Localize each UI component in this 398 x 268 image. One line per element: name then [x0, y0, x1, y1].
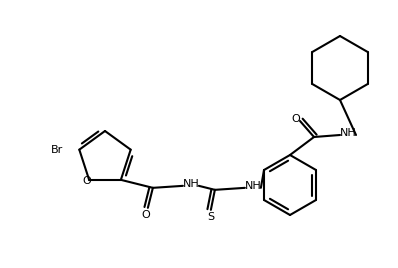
Text: O: O — [142, 210, 150, 220]
Text: O: O — [292, 114, 300, 124]
Text: O: O — [83, 176, 92, 186]
Text: NH: NH — [244, 181, 261, 191]
Text: NH: NH — [339, 128, 356, 138]
Text: S: S — [207, 212, 215, 222]
Text: NH: NH — [183, 179, 199, 189]
Text: Br: Br — [51, 145, 63, 155]
